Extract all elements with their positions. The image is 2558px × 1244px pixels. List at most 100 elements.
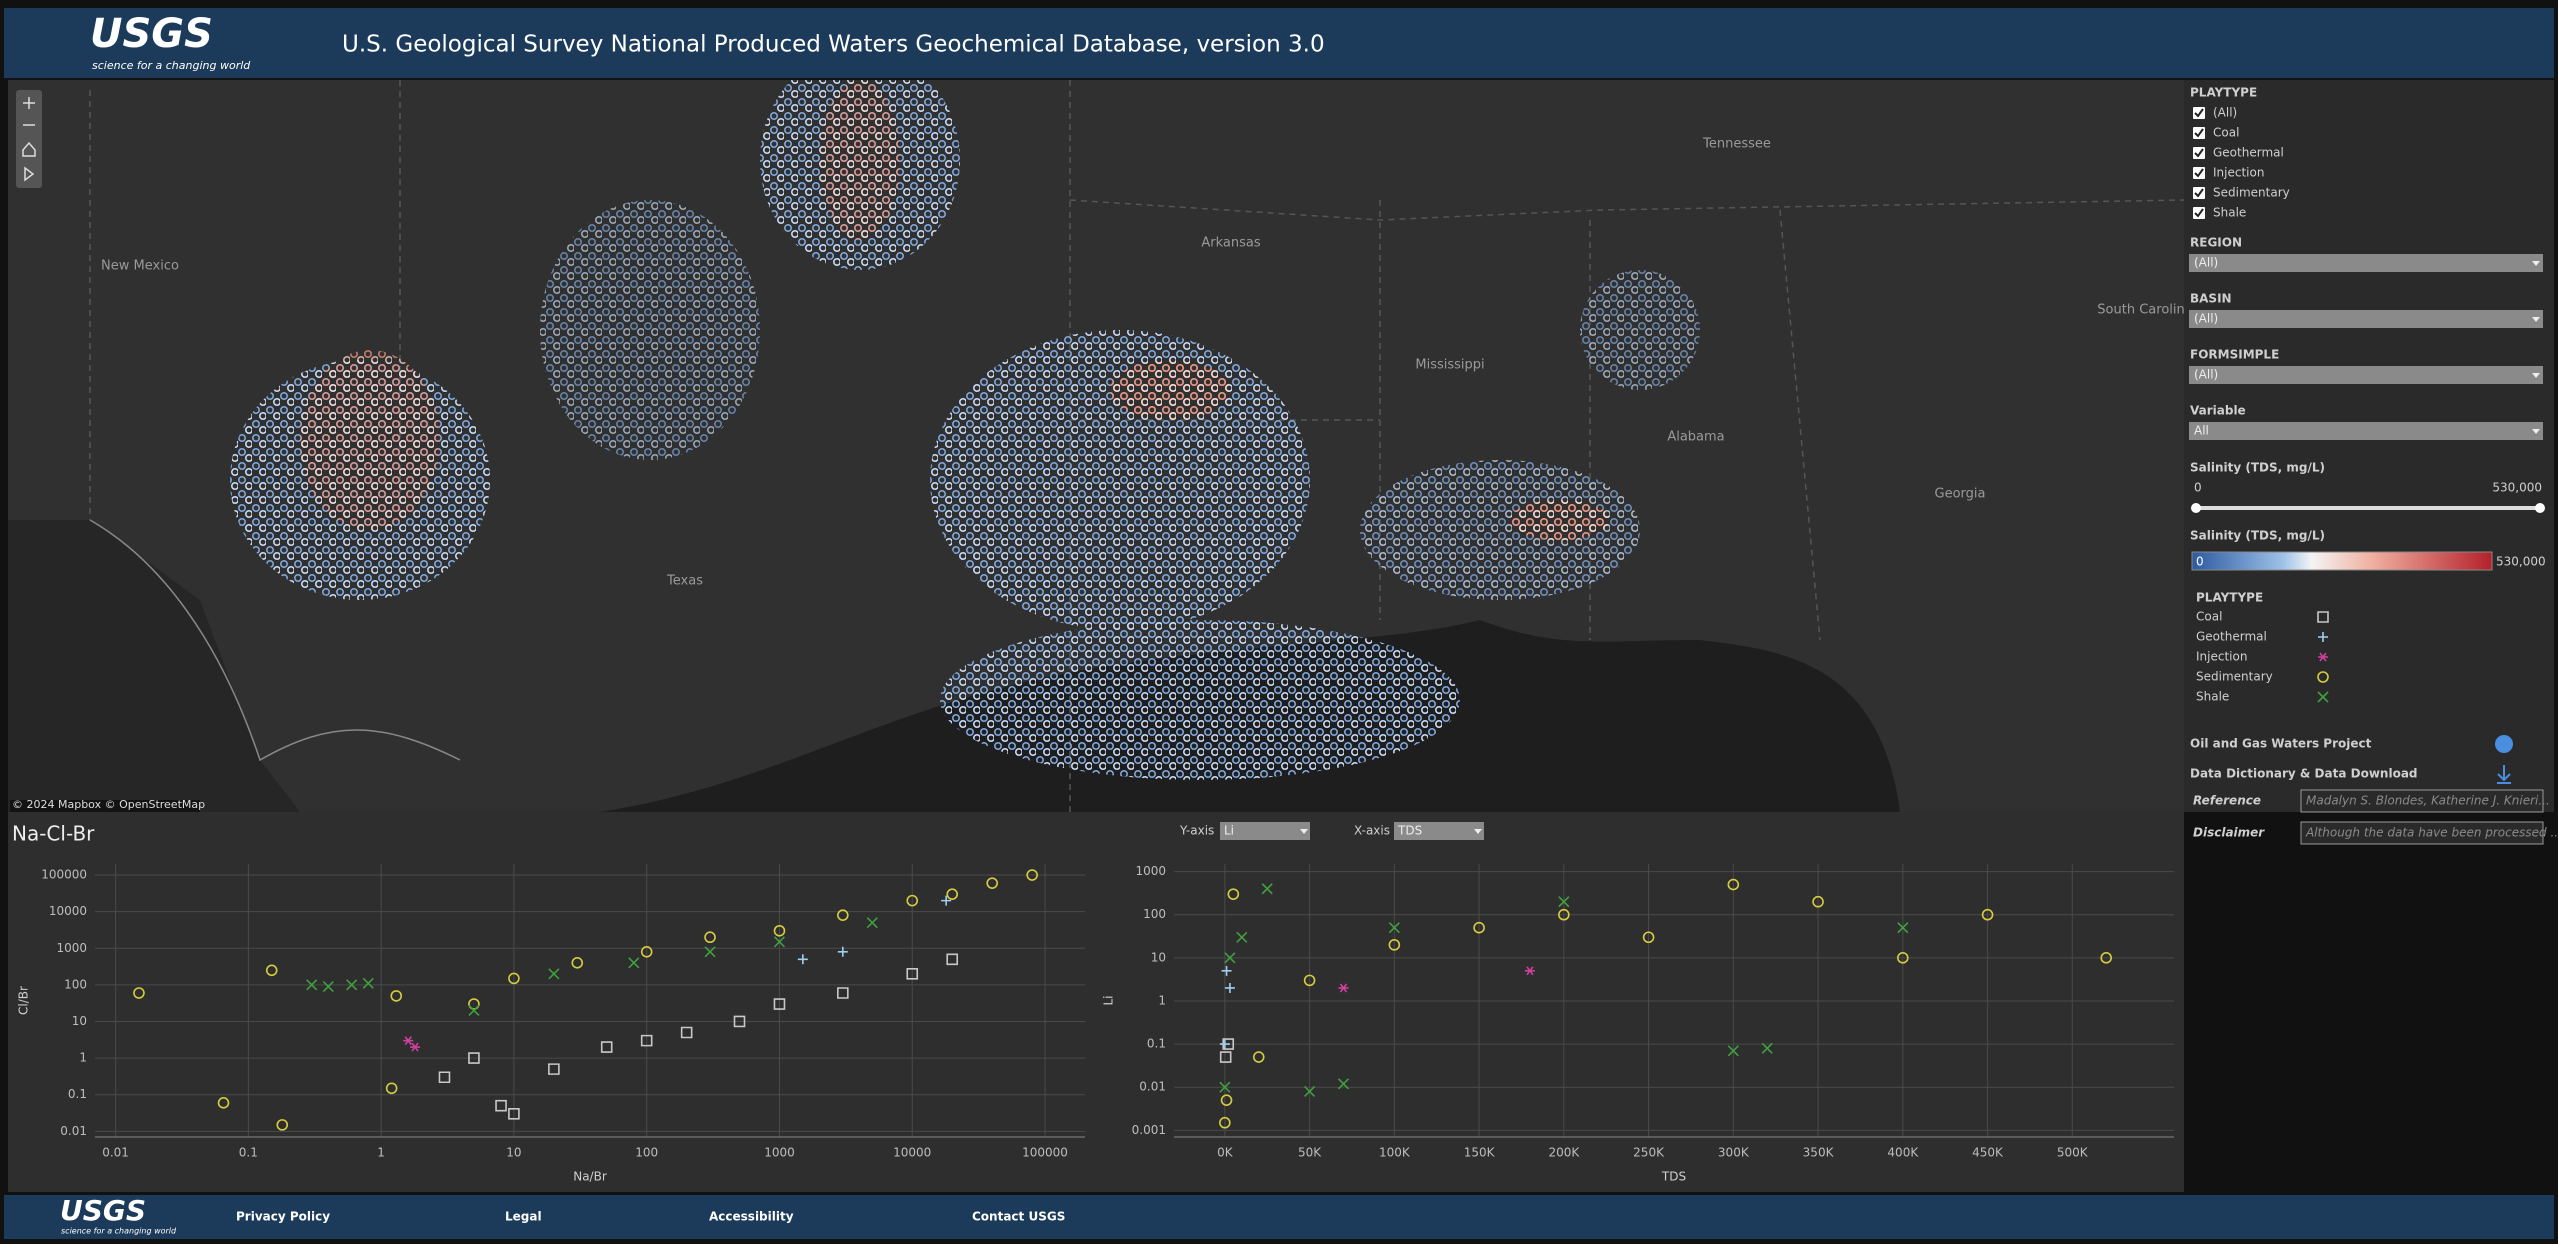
data-point <box>1221 965 1232 976</box>
data-point <box>548 1063 560 1075</box>
download-icon[interactable] <box>2497 765 2511 784</box>
map-label: Arkansas <box>1201 236 1260 251</box>
selector-value[interactable]: TDS <box>1397 824 1422 838</box>
x-tick-label: 100 <box>635 1146 658 1160</box>
text-field[interactable] <box>2300 789 2544 813</box>
data-point <box>1303 974 1316 987</box>
data-point <box>680 1026 693 1039</box>
zoom-controls[interactable] <box>16 90 42 188</box>
x-tick-label: 250K <box>1633 1146 1665 1160</box>
data-point <box>837 946 848 957</box>
map-attribution: © 2024 Mapbox © OpenStreetMap <box>12 798 205 811</box>
cluster <box>540 200 760 460</box>
chart-title: Na-Cl-Br <box>12 822 95 846</box>
x-tick-label: 100K <box>1379 1146 1411 1160</box>
dropdown-value[interactable]: (All) <box>2194 312 2218 326</box>
link[interactable]: Data Dictionary & Data Download <box>2190 767 2418 781</box>
checkbox-label[interactable]: Shale <box>2213 206 2246 220</box>
footer-link[interactable]: Legal <box>505 1210 542 1224</box>
x-tick-label: 350K <box>1803 1146 1835 1160</box>
data-point <box>1558 908 1570 921</box>
data-point <box>1236 931 1248 943</box>
footer-link[interactable]: Contact USGS <box>972 1210 1065 1224</box>
selector-value[interactable]: Li <box>1224 824 1234 838</box>
dropdown[interactable] <box>2189 366 2543 384</box>
map-label: Mississippi <box>1415 358 1484 373</box>
checkbox-label[interactable]: Injection <box>2213 166 2264 180</box>
data-point <box>906 968 919 980</box>
map-label: Tennessee <box>1702 137 1771 152</box>
checkmark <box>2194 148 2204 158</box>
selector[interactable] <box>1220 822 1310 840</box>
y-tick-label: 100 <box>1143 907 1166 921</box>
data-point <box>941 895 952 906</box>
dropdown-label: Variable <box>2190 404 2246 418</box>
data-point <box>628 957 640 969</box>
checkmark <box>2194 108 2204 118</box>
checkbox-label[interactable]: Sedimentary <box>2213 186 2290 200</box>
data-point <box>640 946 653 958</box>
data-point <box>265 964 278 977</box>
y-tick-label: 10 <box>1151 950 1166 964</box>
x-tick-label: 0.1 <box>239 1146 258 1160</box>
zoom-icons <box>22 97 36 182</box>
dropdown[interactable] <box>2189 310 2543 328</box>
link[interactable]: Oil and Gas Waters Project <box>2190 737 2372 751</box>
dropdown[interactable] <box>2189 422 2543 440</box>
selector-arrow <box>1300 829 1308 834</box>
data-point <box>1473 921 1485 934</box>
data-point <box>1812 896 1824 908</box>
dropdown-value[interactable]: (All) <box>2194 256 2218 270</box>
slider-handle[interactable] <box>2191 503 2201 513</box>
data-point <box>276 1119 289 1131</box>
x-tick-label: 400K <box>1887 1146 1919 1160</box>
data-point <box>1642 931 1655 943</box>
map-label: Texas <box>666 574 703 589</box>
logo-tagline: science for a changing world <box>92 59 251 72</box>
checkbox-label[interactable]: Geothermal <box>2213 146 2284 160</box>
footer-link[interactable]: Privacy Policy <box>236 1210 330 1224</box>
text-field[interactable] <box>2300 821 2544 845</box>
selector[interactable] <box>1394 822 1484 840</box>
data-point <box>704 946 716 958</box>
dropdown-value[interactable]: (All) <box>2194 368 2218 382</box>
dropdown-arrow <box>2532 373 2540 378</box>
data-point <box>362 977 374 989</box>
data-point <box>1219 1081 1231 1093</box>
footer-tagline: science for a changing world <box>61 1227 177 1236</box>
mexico <box>8 520 300 812</box>
map[interactable]: New Mexico Texas Arkansas Mississippi Alabam… <box>8 50 2193 814</box>
data-point <box>1558 896 1570 908</box>
data-point <box>1897 952 1909 964</box>
x-tick-label: 200K <box>1548 1146 1580 1160</box>
color-scale <box>2191 551 2493 571</box>
data-point <box>1219 1039 1230 1050</box>
map-label: New Mexico <box>101 259 179 274</box>
y-tick-label: 0.1 <box>68 1087 87 1101</box>
dropdown-value[interactable]: All <box>2194 424 2209 438</box>
footer-link[interactable]: Accessibility <box>709 1210 794 1224</box>
data-point <box>403 1036 414 1046</box>
page-title: U.S. Geological Survey National Produced… <box>342 32 1325 58</box>
field-value: Although the data have been processed ..… <box>2305 826 2558 840</box>
slider-handle[interactable] <box>2535 503 2545 513</box>
checkbox-label[interactable]: (All) <box>2213 106 2237 120</box>
data-point <box>946 953 959 966</box>
dropdown[interactable] <box>2189 254 2543 272</box>
dropdown-label: FORMSIMPLE <box>2190 348 2279 362</box>
header-bar <box>4 8 2554 78</box>
data-point <box>733 1015 746 1028</box>
x-tick-label: 300K <box>1718 1146 1750 1160</box>
color-scale-min: 0 <box>2196 555 2204 569</box>
logo: USGS <box>90 11 213 57</box>
border-river <box>89 519 461 762</box>
legend-label: Sedimentary <box>2196 670 2273 684</box>
x-tick-label: 10000 <box>893 1146 931 1160</box>
y-tick-label: 10000 <box>49 904 87 918</box>
slider-max: 530,000 <box>2492 481 2542 495</box>
data-point <box>866 917 878 929</box>
data-point <box>438 1071 451 1084</box>
link-icon[interactable] <box>2495 735 2513 753</box>
data-point <box>773 998 786 1010</box>
checkbox-label[interactable]: Coal <box>2213 126 2239 140</box>
